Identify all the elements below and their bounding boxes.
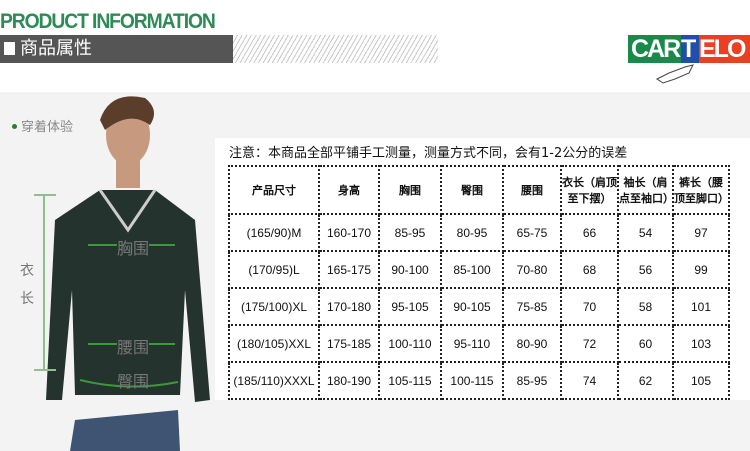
header-cell: 身高 <box>318 165 380 215</box>
square-icon <box>4 42 15 55</box>
table-cell: (170/95)L <box>228 250 320 289</box>
page-title: PRODUCT INFORMATION <box>0 10 216 33</box>
wear-experience-label: 穿着体验 <box>12 116 73 135</box>
table-cell: 72 <box>560 324 619 363</box>
table-cell: 99 <box>672 250 730 289</box>
header-cell: 产品尺寸 <box>228 165 320 215</box>
table-cell: 85-95 <box>378 213 442 252</box>
length-label-2: 长 <box>20 291 34 307</box>
table-row: (165/90)M 160-170 85-95 80-95 65-75 66 54 97 <box>228 213 730 252</box>
table-cell: 90-105 <box>440 287 504 326</box>
table-cell: 60 <box>617 324 674 363</box>
table-cell: 103 <box>672 324 730 363</box>
table-cell: 54 <box>617 213 674 252</box>
hip-label: 臀围 <box>117 372 150 391</box>
header-cell: 衣长（肩顶至下摆） <box>560 165 619 215</box>
table-cell: (185/110)XXXL <box>228 361 320 400</box>
header-cell: 裤长（腰顶至脚口） <box>672 165 730 215</box>
hatch-divider <box>233 35 438 63</box>
section-bar: 商品属性 <box>0 35 233 63</box>
table-row: (185/110)XXXL 180-190 105-115 100-115 85-95 7… <box>228 361 730 400</box>
table-cell: (180/105)XXL <box>228 324 320 363</box>
crocodile-icon <box>656 64 694 84</box>
table-cell: 70-80 <box>502 250 562 289</box>
bullet-icon <box>12 124 17 129</box>
table-cell: 101 <box>672 287 730 326</box>
header-cell: 胸围 <box>378 165 442 215</box>
table-cell: 58 <box>617 287 674 326</box>
brand-logo: CAR T ELO <box>628 35 750 63</box>
table-cell: 85-95 <box>502 361 562 400</box>
table-cell: 62 <box>617 361 674 400</box>
table-cell: 80-90 <box>502 324 562 363</box>
section-title: 商品属性 <box>20 38 92 59</box>
table-cell: 56 <box>617 250 674 289</box>
table-cell: 180-190 <box>318 361 380 400</box>
table-cell: 175-185 <box>318 324 380 363</box>
table-row: (175/100)XL 170-180 95-105 90-105 75-85 70 58 1… <box>228 287 730 326</box>
table-cell: 75-85 <box>502 287 562 326</box>
length-label-1: 衣 <box>20 263 34 279</box>
table-cell: 170-180 <box>318 287 380 326</box>
table-cell: 100-115 <box>440 361 504 400</box>
table-cell: 85-100 <box>440 250 504 289</box>
header-cell: 腰围 <box>502 165 562 215</box>
table-cell: 100-110 <box>378 324 442 363</box>
table-cell: 160-170 <box>318 213 380 252</box>
table-cell: (165/90)M <box>228 213 320 252</box>
table-cell: 80-95 <box>440 213 504 252</box>
table-cell: 105-115 <box>378 361 442 400</box>
table-cell: 74 <box>560 361 619 400</box>
measurement-note: 注意：本商品全部平铺手工测量，测量方式不同，会有1-2公分的误差 <box>229 146 628 161</box>
header-cell: 臀围 <box>440 165 504 215</box>
table-row: (180/105)XXL 175-185 100-110 95-110 80-90 72 6… <box>228 324 730 363</box>
model-photo <box>34 96 210 451</box>
table-cell: 165-175 <box>318 250 380 289</box>
table-row: (170/95)L 165-175 90-100 85-100 70-80 68 56 99 <box>228 250 730 289</box>
table-cell: (175/100)XL <box>228 287 320 326</box>
table-cell: 105 <box>672 361 730 400</box>
table-cell: 65-75 <box>502 213 562 252</box>
table-cell: 95-105 <box>378 287 442 326</box>
waist-label: 腰围 <box>117 334 150 358</box>
size-table: 产品尺寸 身高 胸围 臀围 腰围 衣长（肩顶至下摆） 袖长（肩点至袖口） 裤长（腰顶至脚口）(… <box>228 165 730 400</box>
header-cell: 袖长（肩点至袖口） <box>617 165 674 215</box>
table-cell: 95-110 <box>440 324 504 363</box>
table-cell: 90-100 <box>378 250 442 289</box>
chest-label: 胸围 <box>117 235 150 259</box>
table-cell: 68 <box>560 250 619 289</box>
table-cell: 66 <box>560 213 619 252</box>
table-cell: 97 <box>672 213 730 252</box>
table-header: 产品尺寸 身高 胸围 臀围 腰围 衣长（肩顶至下摆） 袖长（肩点至袖口） 裤长（腰顶至脚口） <box>228 165 730 215</box>
table-cell: 70 <box>560 287 619 326</box>
